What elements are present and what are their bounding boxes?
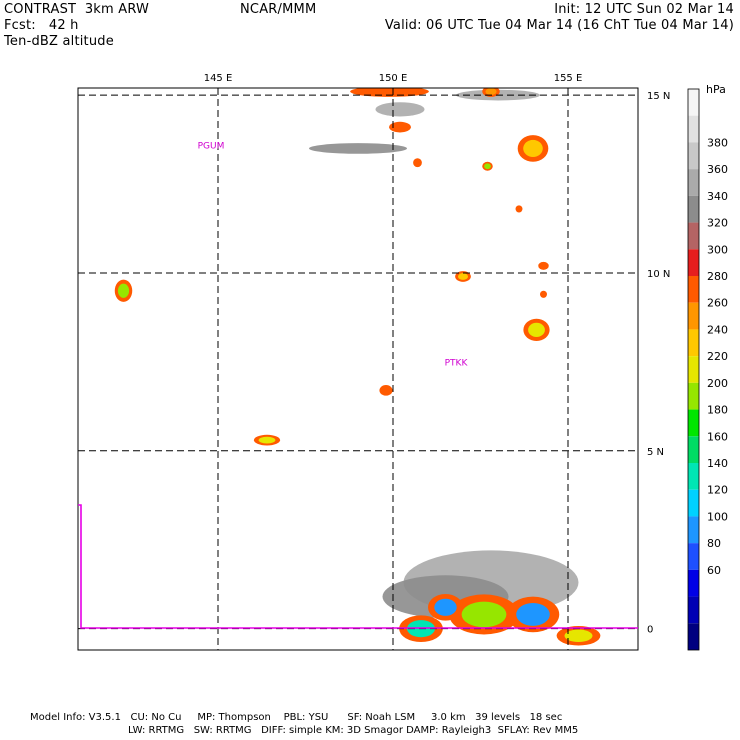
colorbar-tick-label: 60 bbox=[707, 564, 721, 577]
colorbar-swatch bbox=[688, 463, 699, 490]
colorbar-swatch bbox=[688, 596, 699, 624]
axis-tick-labels: 145 E 150 E 155 E 15 N 10 N 5 N 0 bbox=[204, 73, 671, 636]
colorbar-swatch bbox=[688, 382, 699, 410]
colorbar-tick-label: 160 bbox=[707, 430, 728, 443]
colorbar-swatch bbox=[688, 169, 699, 196]
colorbar-tick-label: 360 bbox=[707, 163, 728, 176]
colorbar-swatch bbox=[688, 276, 699, 303]
colorbar-tick-label: 260 bbox=[707, 297, 728, 310]
colorbar-swatch bbox=[688, 142, 699, 170]
colorbar-swatch bbox=[688, 436, 699, 463]
model-title: CONTRAST 3km ARW bbox=[4, 2, 150, 17]
radar-echo-core bbox=[434, 598, 457, 616]
radar-echo-core bbox=[485, 88, 497, 95]
colorbar-swatch bbox=[688, 409, 699, 437]
plot-frame bbox=[77, 87, 639, 651]
colorbar-tick-label: 320 bbox=[707, 217, 728, 230]
colorbar-tick-label: 100 bbox=[707, 510, 728, 523]
forecast-hour: Fcst: 42 h bbox=[4, 18, 79, 33]
footer-physics-info: LW: RRTMG SW: RRTMG DIFF: simple KM: 3D … bbox=[128, 725, 579, 736]
colorbar-swatch bbox=[688, 489, 699, 517]
init-time: Init: 12 UTC Sun 02 Mar 14 bbox=[554, 2, 734, 17]
radar-echo-core bbox=[258, 436, 276, 444]
y-tick-label: 15 N bbox=[647, 91, 670, 102]
colorbar-swatch bbox=[688, 569, 699, 597]
colorbar-tick-label: 380 bbox=[707, 136, 728, 149]
colorbar-tick-label: 140 bbox=[707, 457, 728, 470]
radar-echo-core bbox=[516, 603, 550, 626]
colorbar-tick-label: 300 bbox=[707, 243, 728, 256]
colorbar-swatch bbox=[688, 249, 699, 276]
colorbar-tick-label: 220 bbox=[707, 350, 728, 363]
high-cloud-area bbox=[375, 102, 425, 117]
radar-echo-core bbox=[540, 263, 547, 269]
colorbar-swatch bbox=[688, 195, 699, 223]
radar-echo-core bbox=[461, 601, 507, 628]
colorbar-swatch bbox=[688, 623, 699, 650]
y-tick-label: 10 N bbox=[647, 269, 670, 280]
colorbar-tick-label: 340 bbox=[707, 190, 728, 203]
radar-echo-core bbox=[381, 386, 391, 394]
footer-model-info: Model Info: V3.5.1 CU: No Cu MP: Thompso… bbox=[30, 712, 563, 723]
colorbar-swatch bbox=[688, 329, 699, 357]
x-tick-label: 155 E bbox=[554, 73, 583, 84]
colorbar-swatch bbox=[688, 89, 699, 116]
radar-echo-layer bbox=[114, 88, 601, 646]
x-tick-label: 145 E bbox=[204, 73, 233, 84]
colorbar-frame bbox=[687, 88, 700, 651]
colorbar-swatch bbox=[688, 543, 699, 570]
radar-echo-core bbox=[364, 88, 415, 95]
colorbar-swatch bbox=[688, 516, 699, 544]
colorbar-tick-label: 280 bbox=[707, 270, 728, 283]
colorbar-tick-label: 200 bbox=[707, 377, 728, 390]
station-label: PTKK bbox=[445, 358, 469, 368]
radar-echo-core bbox=[484, 163, 491, 170]
station-markers: PGUM PTKK bbox=[198, 141, 469, 368]
radar-echo-core bbox=[117, 283, 130, 298]
colorbar-swatch bbox=[688, 115, 699, 143]
radar-echo-core bbox=[393, 123, 407, 131]
radar-echo-core bbox=[541, 292, 546, 297]
valid-time: Valid: 06 UTC Tue 04 Mar 14 (16 ChT Tue … bbox=[384, 18, 734, 33]
colorbar: hPa 60 80 100 120 140 160 180 200 220 240 260 280 300… bbox=[687, 83, 728, 651]
colorbar-swatch bbox=[688, 222, 699, 250]
colorbar-swatch bbox=[688, 302, 699, 330]
radar-echo-core bbox=[523, 139, 543, 158]
center-name: NCAR/MMM bbox=[240, 2, 317, 17]
colorbar-tick-label: 120 bbox=[707, 484, 728, 497]
domain-boundary-line bbox=[78, 504, 638, 629]
radar-echo-core bbox=[414, 159, 421, 166]
colorbar-tick-label: 180 bbox=[707, 404, 728, 417]
field-name: Ten-dBZ altitude bbox=[4, 34, 114, 49]
x-tick-label: 150 E bbox=[379, 73, 408, 84]
radar-echo-core bbox=[516, 206, 522, 212]
radar-echo-core bbox=[457, 273, 469, 280]
high-cloud-area bbox=[309, 143, 407, 154]
radar-echo-core bbox=[528, 322, 545, 337]
colorbar-tick-label: 240 bbox=[707, 323, 728, 336]
colorbar-swatch bbox=[688, 356, 699, 383]
y-tick-label: 5 N bbox=[647, 447, 664, 458]
colorbar-unit: hPa bbox=[706, 83, 726, 96]
colorbar-tick-label: 80 bbox=[707, 537, 721, 550]
station-label: PGUM bbox=[198, 141, 225, 151]
y-tick-label: 0 bbox=[647, 625, 653, 636]
radar-echo-core bbox=[564, 629, 593, 643]
high-cloud-layer bbox=[309, 89, 579, 618]
